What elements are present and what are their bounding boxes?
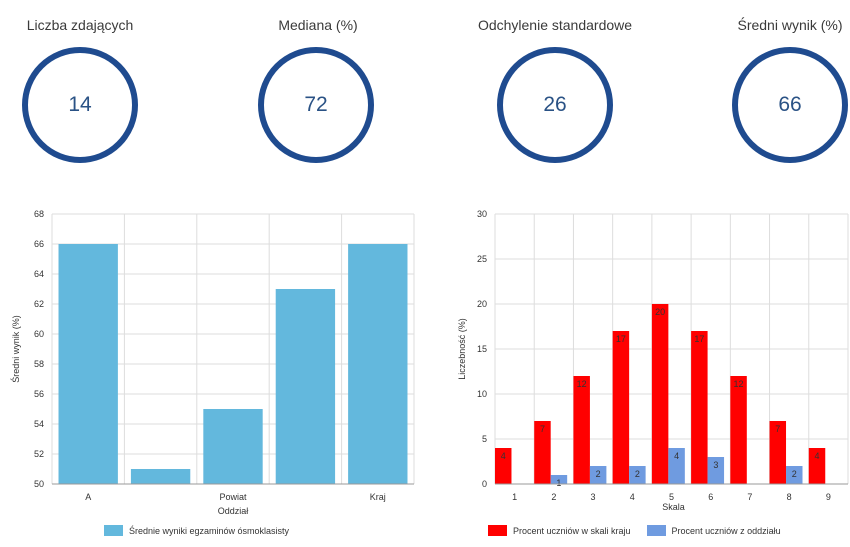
bar-data-label: 2 bbox=[635, 469, 640, 479]
bar-data-label: 2 bbox=[792, 469, 797, 479]
bar-blue bbox=[589, 466, 607, 484]
bar-blue bbox=[668, 448, 685, 484]
x-axis-title: Oddział bbox=[218, 506, 249, 516]
legend-item: Procent uczniów z oddziału bbox=[646, 525, 781, 536]
y-tick-label: 5 bbox=[482, 434, 487, 444]
y-tick-label: 0 bbox=[482, 479, 487, 489]
y-tick-label: 64 bbox=[34, 269, 44, 279]
y-tick-label: 30 bbox=[477, 209, 487, 219]
bar-red bbox=[769, 421, 787, 484]
bar bbox=[58, 244, 118, 484]
x-tick-label: 3 bbox=[591, 492, 596, 502]
bar-red bbox=[651, 304, 669, 484]
y-tick-label: 62 bbox=[34, 299, 44, 309]
stat-label: Mediana (%) bbox=[278, 17, 358, 33]
stat-value: 66 bbox=[778, 93, 802, 116]
bar-data-label: 4 bbox=[501, 451, 506, 461]
bar-red bbox=[808, 448, 826, 484]
x-tick-label: 7 bbox=[747, 492, 752, 502]
legend-label: Procent uczniów z oddziału bbox=[671, 525, 781, 536]
bar bbox=[203, 409, 263, 484]
legend-swatch bbox=[104, 525, 123, 536]
y-axis-title: Liczebność (%) bbox=[457, 318, 467, 380]
stat-card-stddev: Odchylenie standardowe 26 bbox=[455, 0, 655, 175]
y-tick-label: 68 bbox=[34, 209, 44, 219]
y-tick-label: 54 bbox=[34, 419, 44, 429]
bar bbox=[275, 289, 336, 484]
bar-data-label: 17 bbox=[694, 334, 704, 344]
bar bbox=[130, 469, 191, 484]
stat-card-average: Średni wynik (%) 66 bbox=[690, 0, 850, 175]
bar-data-label: 20 bbox=[655, 307, 665, 317]
stat-label: Odchylenie standardowe bbox=[477, 17, 633, 33]
legend-item: Procent uczniów w skali kraju bbox=[488, 525, 631, 536]
y-tick-label: 52 bbox=[34, 449, 44, 459]
stat-label: Liczba zdających bbox=[26, 17, 134, 33]
x-tick-label: Powiat bbox=[219, 492, 247, 502]
stat-value: 26 bbox=[543, 93, 567, 116]
bar-red bbox=[730, 376, 747, 484]
y-tick-label: 15 bbox=[477, 344, 487, 354]
y-tick-label: 56 bbox=[34, 389, 44, 399]
stat-ring: 26 bbox=[497, 47, 613, 163]
bar-data-label: 2 bbox=[596, 469, 601, 479]
x-axis-title: Skala bbox=[662, 502, 685, 512]
x-tick-label: 9 bbox=[826, 492, 831, 502]
bar-data-label: 4 bbox=[674, 451, 679, 461]
bar-data-label: 7 bbox=[540, 424, 545, 434]
legend-swatch bbox=[646, 525, 666, 536]
stat-ring: 72 bbox=[258, 47, 374, 163]
bar-red bbox=[534, 421, 551, 484]
stat-value: 14 bbox=[68, 93, 92, 116]
x-tick-label: Kraj bbox=[370, 492, 386, 502]
bar-data-label: 12 bbox=[734, 379, 744, 389]
stat-ring: 66 bbox=[732, 47, 848, 163]
y-axis-title: Średni wynik (%) bbox=[10, 315, 21, 383]
stat-label: Średni wynik (%) bbox=[737, 17, 843, 33]
y-tick-label: 66 bbox=[34, 239, 44, 249]
bar-blue bbox=[786, 466, 803, 484]
right-chart-legend: Procent uczniów w skali kraju Procent uc… bbox=[488, 525, 797, 536]
legend-label: Średnie wyniki egzaminów ósmoklasisty bbox=[129, 525, 290, 536]
bar-data-label: 3 bbox=[713, 460, 718, 470]
left-chart-legend: Średnie wyniki egzaminów ósmoklasisty bbox=[104, 525, 289, 536]
y-tick-label: 10 bbox=[477, 389, 487, 399]
bar-data-label: 1 bbox=[556, 478, 561, 488]
legend-label: Procent uczniów w skali kraju bbox=[513, 525, 631, 536]
bar-blue bbox=[550, 475, 568, 484]
stat-card-count: Liczba zdających 14 bbox=[0, 0, 180, 175]
bar-red bbox=[573, 376, 590, 484]
bar-red bbox=[612, 331, 630, 484]
legend-swatch bbox=[488, 525, 507, 536]
x-tick-label: A bbox=[85, 492, 91, 502]
bar-blue bbox=[629, 466, 646, 484]
y-tick-label: 58 bbox=[34, 359, 44, 369]
stat-card-median: Mediana (%) 72 bbox=[218, 0, 418, 175]
x-tick-label: 8 bbox=[787, 492, 792, 502]
bar bbox=[348, 244, 408, 484]
bar-red bbox=[495, 448, 512, 484]
y-tick-label: 60 bbox=[34, 329, 44, 339]
x-tick-label: 4 bbox=[630, 492, 635, 502]
y-tick-label: 25 bbox=[477, 254, 487, 264]
bar-red bbox=[691, 331, 708, 484]
bar-data-label: 4 bbox=[815, 451, 820, 461]
bar-data-label: 17 bbox=[616, 334, 626, 344]
stat-value: 72 bbox=[304, 93, 328, 116]
y-tick-label: 50 bbox=[34, 479, 44, 489]
x-tick-label: 6 bbox=[708, 492, 713, 502]
stat-ring: 14 bbox=[22, 47, 138, 163]
y-tick-label: 20 bbox=[477, 299, 487, 309]
bar-blue bbox=[707, 457, 725, 484]
bar-data-label: 12 bbox=[577, 379, 587, 389]
x-tick-label: 1 bbox=[512, 492, 517, 502]
bar-data-label: 7 bbox=[775, 424, 780, 434]
x-tick-label: 5 bbox=[669, 492, 674, 502]
x-tick-label: 2 bbox=[551, 492, 556, 502]
